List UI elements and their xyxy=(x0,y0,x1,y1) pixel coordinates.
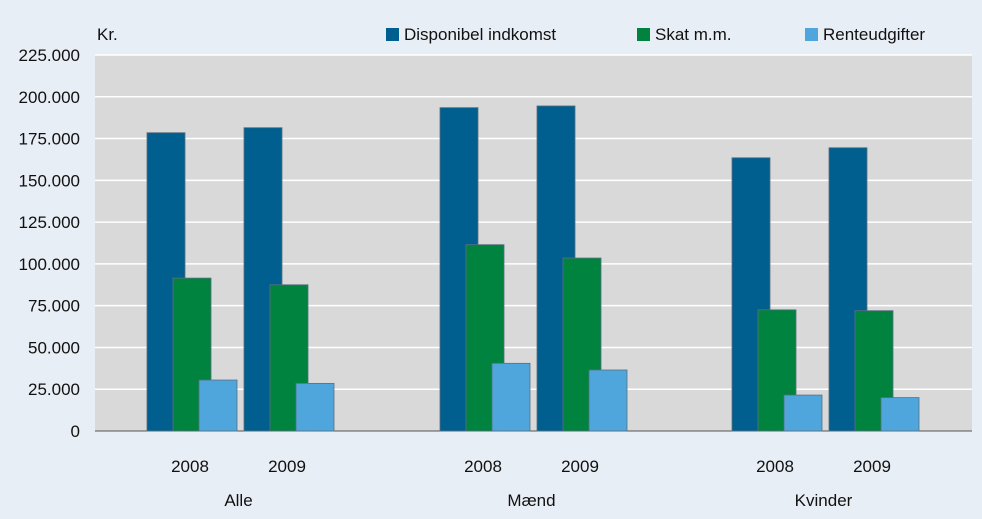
legend-item: Renteudgifter xyxy=(805,25,925,44)
legend-swatch xyxy=(386,28,399,41)
y-tick-label: 200.000 xyxy=(19,88,80,107)
plot-area xyxy=(95,55,972,431)
legend-label: Skat m.m. xyxy=(655,25,732,44)
bar xyxy=(588,369,628,432)
bar xyxy=(491,362,531,432)
grid-lines xyxy=(95,54,972,390)
bar xyxy=(295,382,335,432)
bar xyxy=(880,397,920,432)
y-tick-label: 225.000 xyxy=(19,46,80,65)
legend-swatch xyxy=(637,28,650,41)
y-tick-label: 50.000 xyxy=(28,338,80,357)
y-tick-label: 175.000 xyxy=(19,130,80,149)
y-tick-label: 75.000 xyxy=(28,297,80,316)
x-tick-year: 2009 xyxy=(561,457,599,476)
y-tick-label: 100.000 xyxy=(19,255,80,274)
y-tick-label: 150.000 xyxy=(19,171,80,190)
legend-item: Disponibel indkomst xyxy=(386,25,556,44)
bars xyxy=(146,105,920,432)
x-group-label: Alle xyxy=(224,491,252,510)
legend: Disponibel indkomst Skat m.m. Renteudgifte… xyxy=(386,25,925,44)
bar xyxy=(198,379,238,432)
x-tick-year: 2008 xyxy=(171,457,209,476)
x-tick-year: 2009 xyxy=(853,457,891,476)
x-tick-year: 2009 xyxy=(268,457,306,476)
x-group-label: Mænd xyxy=(507,491,555,510)
x-tick-year: 2008 xyxy=(756,457,794,476)
y-axis-label: Kr. xyxy=(97,25,118,44)
legend-swatch xyxy=(805,28,818,41)
x-group-label: Kvinder xyxy=(795,491,853,510)
legend-label: Disponibel indkomst xyxy=(404,25,556,44)
x-tick-year: 2008 xyxy=(464,457,502,476)
y-tick-label: 0 xyxy=(71,422,80,441)
y-axis: 0 25.000 50.000 75.000 100.000 125.000 150.000… xyxy=(19,46,972,441)
y-tick-label: 25.000 xyxy=(28,380,80,399)
y-tick-label: 125.000 xyxy=(19,213,80,232)
legend-label: Renteudgifter xyxy=(823,25,925,44)
bar xyxy=(783,394,823,432)
legend-item: Skat m.m. xyxy=(637,25,732,44)
